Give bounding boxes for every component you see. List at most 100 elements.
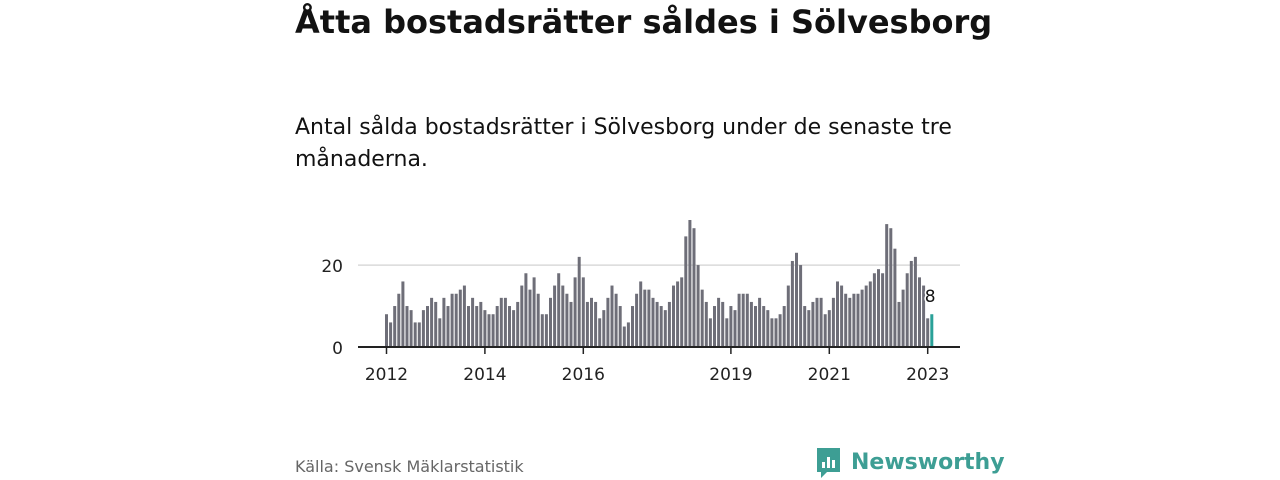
bar xyxy=(864,285,868,347)
bar xyxy=(848,297,852,347)
bar xyxy=(389,322,393,347)
bar xyxy=(827,310,831,347)
bar xyxy=(840,285,844,347)
bar xyxy=(725,318,729,347)
bar xyxy=(544,314,548,347)
bar xyxy=(462,285,466,347)
bar xyxy=(889,228,893,347)
bar xyxy=(475,306,479,347)
chart-subtitle: Antal sålda bostadsrätter i Sölvesborg u… xyxy=(295,115,952,172)
bar xyxy=(397,293,401,347)
bar xyxy=(426,306,429,347)
bar xyxy=(659,306,663,347)
bar xyxy=(704,301,708,347)
y-tick-label: 20 xyxy=(321,257,343,277)
chart-title: Åtta bostadsrätter såldes i Sölvesborg xyxy=(295,3,993,41)
bar xyxy=(918,277,921,347)
bar xyxy=(901,289,905,347)
bar xyxy=(540,314,544,347)
x-tick-label: 2019 xyxy=(709,365,752,385)
bar xyxy=(758,297,762,347)
bar xyxy=(893,248,897,347)
bar xyxy=(442,297,446,347)
bar xyxy=(614,293,618,347)
bar xyxy=(782,306,786,347)
bar xyxy=(737,293,741,347)
bar xyxy=(471,297,475,347)
y-tick-label: 0 xyxy=(332,339,343,359)
bar xyxy=(512,310,516,347)
bar xyxy=(733,310,737,347)
bar xyxy=(401,281,405,347)
bar xyxy=(594,301,598,347)
bar-highlight xyxy=(930,314,934,347)
bar xyxy=(717,297,721,347)
bar xyxy=(749,301,753,347)
bar xyxy=(877,269,880,347)
bar xyxy=(561,285,565,347)
bar xyxy=(762,306,766,347)
bar-chart: 0 20 2012 2014 2016 2019 2021 2023 8 xyxy=(321,220,960,385)
last-value-label: 8 xyxy=(925,287,936,307)
bar xyxy=(446,306,450,347)
bar xyxy=(413,322,417,347)
bar xyxy=(434,301,438,347)
bar xyxy=(610,285,614,347)
bar xyxy=(856,293,860,347)
bar xyxy=(643,289,647,347)
brand-logo[interactable]: Newsworthy xyxy=(815,446,1005,480)
bar xyxy=(458,289,462,347)
brand-name: Newsworthy xyxy=(851,450,1005,475)
bar xyxy=(385,314,388,347)
bar xyxy=(557,273,561,347)
bar xyxy=(602,310,606,347)
bar xyxy=(622,326,626,347)
bar xyxy=(647,289,651,347)
bar xyxy=(635,293,639,347)
bar xyxy=(528,289,532,347)
bar xyxy=(774,318,778,347)
bar xyxy=(676,281,680,347)
bar xyxy=(770,318,774,347)
bar xyxy=(438,318,442,347)
bar xyxy=(503,297,507,347)
bar xyxy=(618,306,622,347)
newsworthy-logo-icon xyxy=(817,448,840,478)
bar xyxy=(905,273,909,347)
bar xyxy=(815,297,819,347)
bar xyxy=(499,297,503,347)
bar xyxy=(799,265,803,347)
bar xyxy=(696,265,700,347)
bar xyxy=(421,310,425,347)
bar xyxy=(680,277,684,347)
bar xyxy=(803,306,807,347)
x-tick-label: 2016 xyxy=(562,365,605,385)
bar xyxy=(393,306,397,347)
bar xyxy=(913,256,917,347)
bar xyxy=(569,301,573,347)
bar xyxy=(598,318,602,347)
bar xyxy=(885,224,889,347)
bar xyxy=(409,310,413,347)
bar xyxy=(516,301,520,347)
bar xyxy=(790,260,794,347)
bar xyxy=(532,277,536,347)
bar xyxy=(754,306,757,347)
bar xyxy=(692,228,696,347)
bar xyxy=(778,314,782,347)
bar xyxy=(508,306,511,347)
x-tick-label: 2012 xyxy=(365,365,408,385)
bar xyxy=(606,297,610,347)
bar xyxy=(922,285,926,347)
bar xyxy=(700,289,704,347)
bar xyxy=(852,293,856,347)
bar xyxy=(479,301,483,347)
bar xyxy=(688,220,692,347)
bar xyxy=(405,306,409,347)
bar xyxy=(897,301,901,347)
bar xyxy=(795,252,798,347)
bar xyxy=(495,306,499,347)
bar xyxy=(713,306,716,347)
x-tick-label: 2014 xyxy=(463,365,506,385)
bar xyxy=(844,293,848,347)
